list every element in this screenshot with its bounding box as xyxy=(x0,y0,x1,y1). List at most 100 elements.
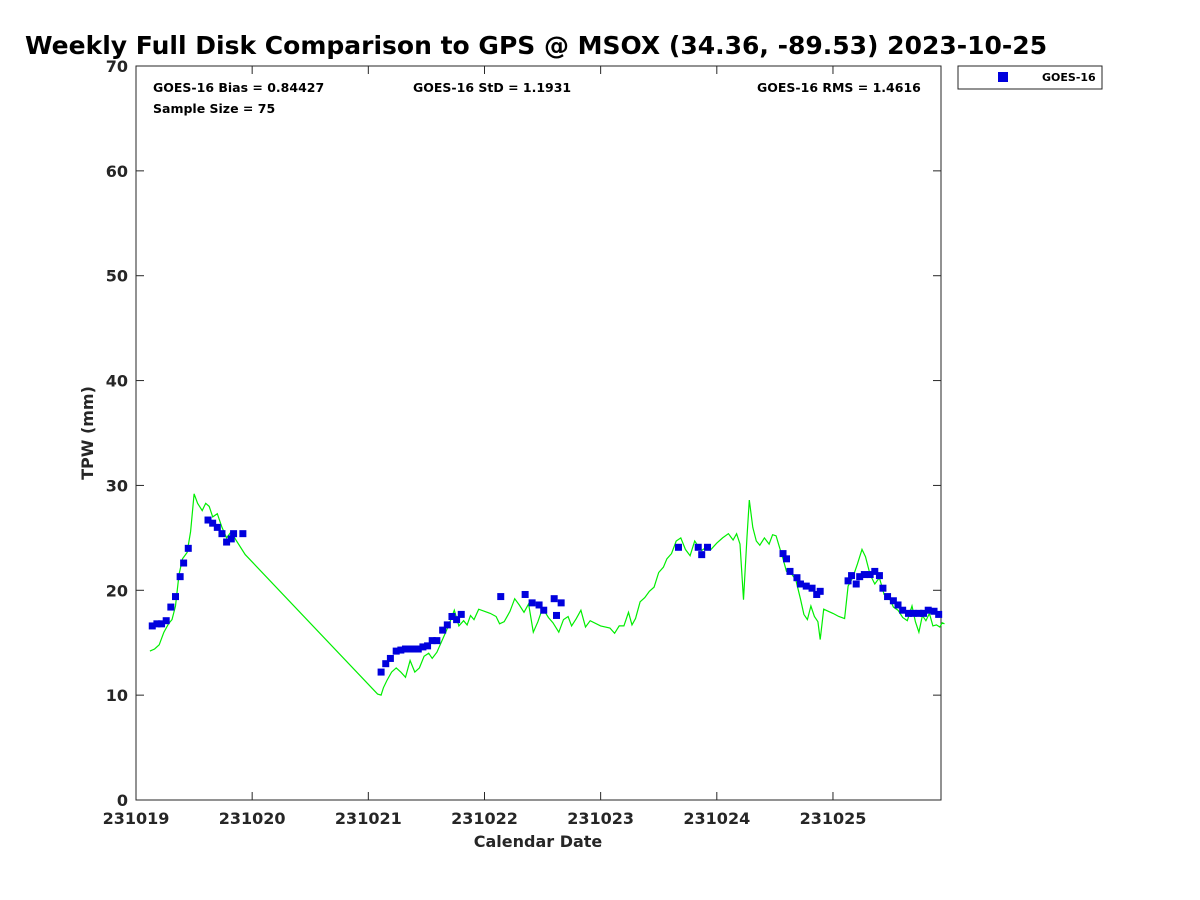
goes16-data-point xyxy=(148,622,156,630)
goes16-data-point xyxy=(521,590,529,598)
gps-tpw-line xyxy=(149,493,945,696)
x-tick-label: 231025 xyxy=(800,809,867,828)
goes16-data-point xyxy=(158,620,166,628)
goes16-data-point xyxy=(852,580,860,588)
goes16-data-point xyxy=(909,609,917,617)
x-axis-label: Calendar Date xyxy=(474,832,603,851)
y-tick-label: 0 xyxy=(117,791,128,810)
goes16-data-point xyxy=(786,567,794,575)
goes16-data-point xyxy=(433,637,441,645)
goes16-data-point xyxy=(856,573,864,581)
goes16-data-point xyxy=(171,593,179,601)
goes16-data-point xyxy=(410,645,418,653)
goes16-data-point xyxy=(162,617,170,625)
legend-box xyxy=(957,65,1103,90)
bias-stat: GOES-16 Bias = 0.84427 xyxy=(153,80,324,95)
goes16-data-point xyxy=(428,637,436,645)
y-tick-label: 20 xyxy=(106,581,128,600)
std-stat: GOES-16 StD = 1.1931 xyxy=(413,80,571,95)
goes16-data-point xyxy=(540,606,548,614)
goes16-data-point xyxy=(227,535,235,543)
goes16-data-point xyxy=(419,643,427,651)
goes16-data-point xyxy=(694,543,702,551)
x-tick-label: 231019 xyxy=(103,809,170,828)
goes16-data-point xyxy=(397,646,405,654)
goes16-data-point xyxy=(218,530,226,538)
y-tick-label: 70 xyxy=(106,57,128,76)
series-layer xyxy=(148,493,945,696)
plot-area xyxy=(135,65,942,801)
goes16-data-point xyxy=(879,584,887,592)
x-tick-label: 231020 xyxy=(219,809,286,828)
goes16-data-point xyxy=(553,611,561,619)
goes16-data-point xyxy=(796,580,804,588)
sample-size-stat: Sample Size = 75 xyxy=(153,101,275,116)
x-tick-label: 231021 xyxy=(335,809,402,828)
goes16-data-point xyxy=(401,645,409,653)
goes16-data-point xyxy=(209,519,217,527)
goes16-data-point xyxy=(698,551,706,559)
x-tick-label: 231022 xyxy=(451,809,518,828)
goes16-data-point xyxy=(550,595,558,603)
goes16-data-point xyxy=(930,607,938,615)
goes16-data-point xyxy=(899,606,907,614)
goes16-data-point xyxy=(866,571,874,579)
x-tick-label: 231024 xyxy=(683,809,750,828)
goes16-data-point xyxy=(935,610,943,618)
goes16-data-point xyxy=(153,620,161,628)
goes16-data-point xyxy=(180,559,188,567)
goes16-data-point xyxy=(439,626,447,634)
goes16-data-point xyxy=(528,599,536,607)
goes16-data-point xyxy=(382,660,390,668)
x-tick-label: 231023 xyxy=(567,809,634,828)
goes16-data-point xyxy=(167,603,175,611)
goes16-data-point xyxy=(386,654,394,662)
x-axis: 231019 231020 231021 231022 231023 231024 2310… xyxy=(103,66,867,828)
legend: GOES-16 xyxy=(957,65,1103,90)
legend-marker-goes16 xyxy=(998,72,1008,82)
goes16-data-point xyxy=(448,613,456,620)
goes16-data-point xyxy=(184,544,192,552)
goes16-data-point xyxy=(871,567,879,575)
goes16-data-point xyxy=(884,593,892,601)
y-tick-label: 60 xyxy=(106,162,128,181)
goes16-data-point xyxy=(860,571,868,579)
chart-title: Weekly Full Disk Comparison to GPS @ MSO… xyxy=(25,31,1047,60)
y-tick-label: 50 xyxy=(106,267,128,286)
goes16-data-point xyxy=(875,572,883,580)
goes16-data-point xyxy=(894,601,902,609)
goes16-data-point xyxy=(889,597,897,605)
goes16-data-point xyxy=(535,601,543,609)
goes16-data-point xyxy=(924,606,932,614)
y-axis-label: TPW (mm) xyxy=(78,386,97,480)
y-tick-label: 10 xyxy=(106,686,128,705)
goes16-data-point xyxy=(239,530,247,538)
y-axis: 0 10 20 30 40 50 60 70 xyxy=(106,57,941,810)
goes16-data-point xyxy=(213,523,221,531)
goes16-data-point xyxy=(414,645,422,653)
goes16-data-point xyxy=(230,530,238,538)
legend-label-goes16: GOES-16 xyxy=(1042,71,1096,84)
goes16-data-point xyxy=(816,587,824,595)
goes16-data-point xyxy=(557,599,565,607)
goes16-data-point xyxy=(204,516,212,524)
goes16-data-point xyxy=(802,582,810,590)
goes16-data-point xyxy=(176,573,184,581)
goes16-data-point xyxy=(443,621,451,629)
goes16-data-point xyxy=(457,610,465,618)
goes16-data-point xyxy=(904,609,912,617)
goes16-data-point xyxy=(808,584,816,592)
goes16-data-point xyxy=(674,543,682,551)
goes16-data-point xyxy=(783,555,791,563)
goes16-data-point xyxy=(377,668,385,676)
goes16-data-point xyxy=(915,609,923,617)
goes16-data-point xyxy=(848,572,856,580)
goes16-data-point xyxy=(844,577,852,585)
goes16-data-point xyxy=(453,616,461,624)
goes16-data-point xyxy=(424,642,432,650)
goes16-data-point xyxy=(793,574,801,582)
goes16-data-point xyxy=(704,543,712,551)
y-tick-label: 40 xyxy=(106,372,128,391)
goes16-data-point xyxy=(392,647,400,655)
